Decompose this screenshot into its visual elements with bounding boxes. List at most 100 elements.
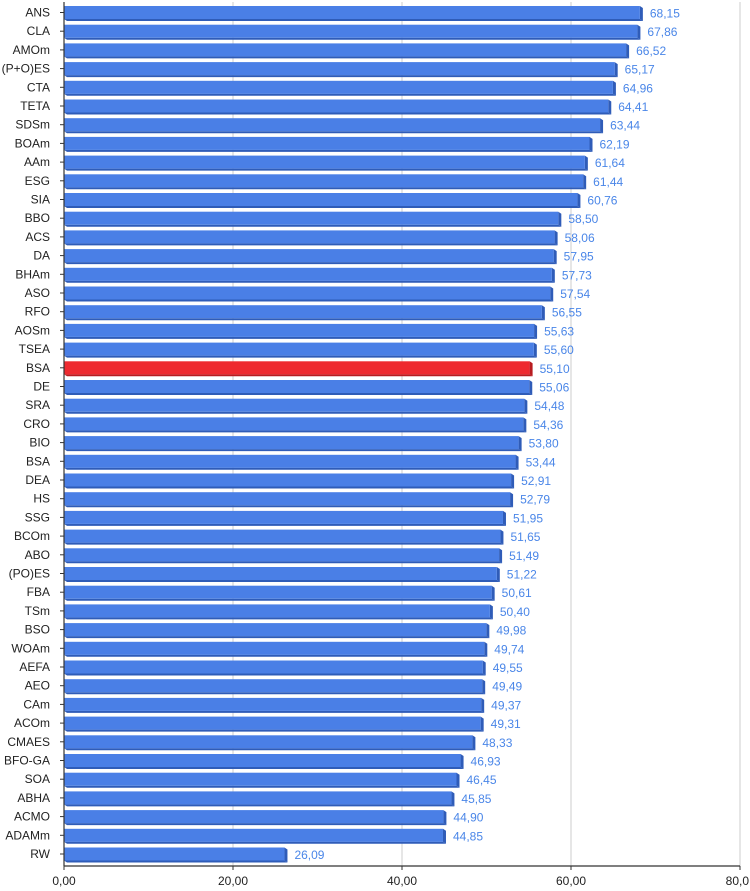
category-labels: ANS CLA AMOm (P+O)ES CTA TETA SDSm BOAm AAm ESG SI…	[2, 6, 51, 862]
value-label: 51,95	[513, 511, 543, 525]
bar-depth-bottom	[64, 280, 555, 283]
value-label: 49,31	[491, 717, 521, 731]
category-label: RFO	[25, 305, 50, 319]
category-label: ABO	[25, 548, 50, 562]
bar	[64, 398, 528, 414]
category-label: DA	[33, 249, 50, 263]
bar	[64, 6, 643, 21]
value-label: 44,85	[453, 829, 483, 843]
bar-depth-bottom	[64, 75, 618, 78]
bar-depth-side	[486, 623, 490, 639]
bar-face	[64, 136, 590, 150]
bar-depth-side	[612, 80, 616, 96]
bar-face	[64, 735, 473, 749]
bar-face	[64, 323, 535, 337]
category-label: BCOm	[14, 529, 50, 543]
bar	[64, 62, 618, 78]
category-label: ACMO	[14, 810, 50, 824]
bar-depth-bottom	[64, 767, 464, 769]
category-label: DE	[33, 380, 50, 394]
bar-face	[64, 473, 512, 487]
bar-face	[64, 810, 444, 824]
value-label: 46,45	[467, 773, 497, 787]
bar-depth-bottom	[64, 467, 519, 470]
value-label: 52,91	[521, 474, 551, 488]
bar-face	[64, 62, 615, 76]
bar-depth-side	[600, 118, 604, 134]
value-label: 55,63	[544, 324, 574, 338]
category-label: BSA	[26, 454, 50, 468]
bar	[64, 548, 503, 564]
bar-face	[64, 99, 609, 113]
x-tick-label: 0,00	[52, 874, 76, 888]
value-label: 51,49	[509, 549, 539, 563]
category-label: SSG	[25, 510, 50, 524]
category-label: BSO	[25, 623, 50, 637]
bars	[64, 6, 643, 863]
value-label: 54,48	[534, 399, 564, 413]
category-label: ESG	[25, 174, 50, 188]
bar	[64, 791, 455, 807]
category-label: ANS	[25, 6, 50, 20]
value-label: 60,76	[587, 194, 617, 208]
bar-depth-side	[515, 454, 519, 470]
value-label: 61,64	[595, 156, 625, 170]
bar-face	[64, 791, 452, 805]
bar	[64, 99, 612, 115]
value-label: 53,44	[526, 455, 556, 469]
bar-depth-bottom	[64, 262, 557, 265]
bar-face	[64, 342, 534, 356]
category-label: AMOm	[13, 43, 50, 57]
value-label: 56,55	[552, 306, 582, 320]
bar-face	[64, 174, 584, 188]
bar-depth-bottom	[64, 299, 554, 302]
value-label: 61,44	[593, 175, 623, 189]
category-label: BFO-GA	[4, 754, 50, 768]
bar-face	[64, 754, 461, 767]
bar-depth-side	[541, 305, 545, 321]
axes: 0,00 20,00 40,00 60,00 80,0	[52, 2, 749, 888]
bar-depth-bottom	[64, 93, 616, 96]
bar	[64, 510, 506, 526]
bar-depth-bottom	[64, 149, 593, 152]
bar-depth-bottom	[64, 598, 495, 601]
category-label: (PO)ES	[9, 567, 50, 581]
value-label: 48,33	[482, 736, 512, 750]
value-label: 67,86	[647, 25, 677, 39]
bar-face	[64, 548, 500, 562]
bar	[64, 529, 504, 545]
bar-depth-bottom	[64, 243, 558, 246]
value-label: 51,65	[510, 530, 540, 544]
bar-face	[64, 211, 559, 225]
bar-depth-bottom	[64, 505, 514, 508]
value-label: 52,79	[520, 493, 550, 507]
bar	[64, 454, 519, 470]
bar-face	[64, 716, 481, 730]
bar-face	[64, 6, 640, 19]
bar-face	[64, 267, 552, 281]
category-label: WOAm	[11, 641, 50, 655]
bar-face	[64, 398, 525, 412]
bar-face	[64, 529, 501, 543]
bar-depth-side	[480, 716, 484, 732]
bar-depth-side	[614, 62, 618, 78]
bar-depth-bottom	[64, 318, 545, 321]
bar	[64, 810, 447, 826]
category-label: AEO	[25, 679, 50, 693]
bar-highlighted	[64, 361, 533, 377]
bar-face	[64, 604, 490, 618]
value-label: 64,41	[618, 100, 648, 114]
bar	[64, 679, 486, 695]
bar-depth-bottom	[64, 187, 587, 190]
bar	[64, 641, 488, 657]
bar-depth-side	[502, 510, 506, 526]
bar-face	[64, 193, 578, 206]
bar-depth-side	[500, 529, 504, 545]
category-label: CLA	[27, 24, 50, 38]
bar-face	[64, 772, 457, 786]
bar-depth-side	[553, 249, 557, 265]
category-label: FBA	[27, 585, 50, 599]
category-label: AAm	[24, 155, 50, 169]
bar	[64, 342, 537, 358]
value-label: 55,10	[540, 362, 570, 376]
